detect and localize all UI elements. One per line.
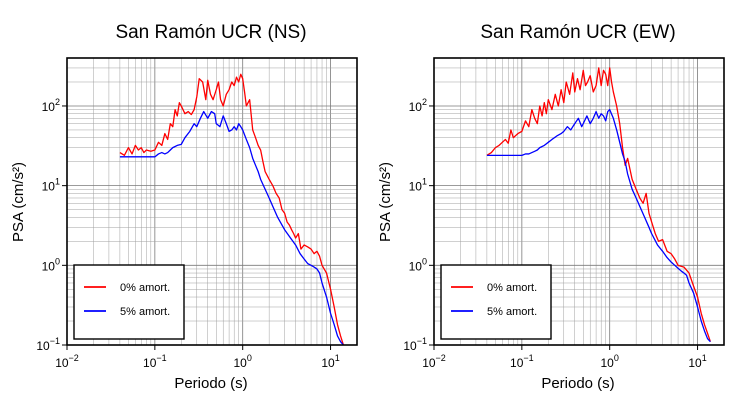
x-tick-label: 101: [688, 353, 706, 370]
y-tick-label: 101: [409, 177, 427, 194]
y-tick-label: 100: [42, 256, 60, 273]
legend-label: 0% amort.: [487, 282, 537, 294]
series-line-five-percent-damping: [119, 110, 344, 346]
y-axis-label: PSA (cm/s²): [10, 162, 27, 242]
chart-title: San Ramón UCR (EW): [480, 22, 675, 43]
y-axis-label: PSA (cm/s²): [377, 162, 394, 242]
x-tick-label: 10−2: [55, 353, 79, 370]
y-tick-label: 10−1: [403, 336, 427, 353]
legend-box: [73, 264, 185, 340]
y-tick-label: 102: [42, 97, 60, 114]
legend: 0% amort. 5% amort.: [73, 264, 185, 340]
chart-ew: San Ramón UCR (EW) Periodo (s) PSA (cm/s…: [377, 22, 725, 392]
chart-ns: San Ramón UCR (NS) Periodo (s) PSA (cm/s…: [10, 22, 358, 392]
x-tick-label: 101: [321, 353, 339, 370]
y-tick-label: 10−1: [36, 336, 60, 353]
y-tick-label: 101: [42, 177, 60, 194]
legend-label: 5% amort.: [487, 306, 537, 318]
x-tick-label: 10−2: [422, 353, 446, 370]
legend-box: [440, 264, 552, 340]
chart-title: San Ramón UCR (NS): [115, 22, 306, 43]
x-tick-label: 10−1: [510, 353, 534, 370]
legend-label: 5% amort.: [120, 306, 170, 318]
y-tick-label: 100: [409, 256, 427, 273]
x-axis-label: Periodo (s): [541, 375, 614, 392]
legend-label: 0% amort.: [120, 282, 170, 294]
x-tick-label: 10−1: [143, 353, 167, 370]
legend: 0% amort. 5% amort.: [440, 264, 552, 340]
x-axis-label: Periodo (s): [174, 375, 247, 392]
y-tick-label: 102: [409, 97, 427, 114]
series-line-zero-damping: [119, 73, 345, 346]
series-line-zero-damping: [486, 67, 712, 342]
plot-frame: [66, 57, 358, 346]
series-line-five-percent-damping: [486, 108, 711, 343]
x-tick-label: 100: [601, 353, 619, 370]
x-tick-label: 100: [234, 353, 252, 370]
plot-frame: [433, 57, 725, 346]
grid: [66, 57, 358, 346]
